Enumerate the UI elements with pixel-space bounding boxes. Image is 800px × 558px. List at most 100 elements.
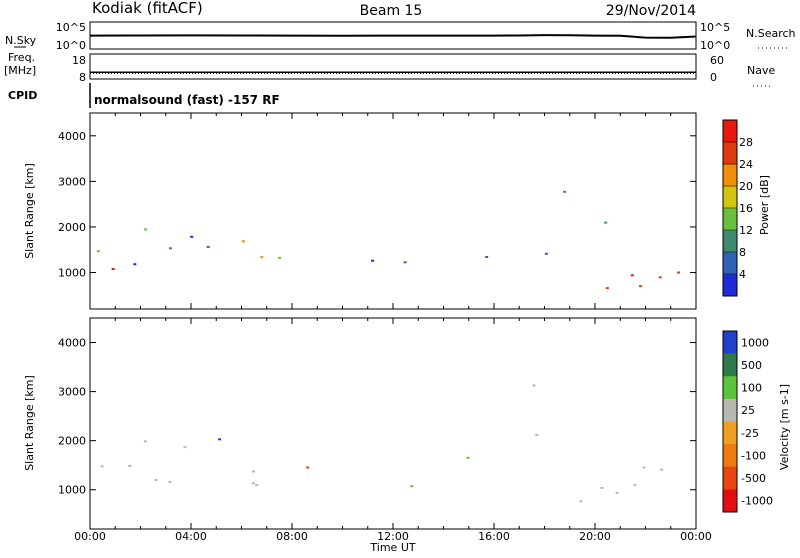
freq-frame [89,53,697,80]
noise-ytick-bottom-left: 10^0 [56,39,86,52]
noise-ytick-top-left: 10^5 [56,21,86,34]
power-colorbar-swatch [723,186,737,209]
time-tick-label: 00:00 [680,530,712,543]
velocity-colorbar-label: -1000 [741,495,773,508]
velocity-colorbar-swatch [723,376,737,400]
power-colorbar-swatch [723,164,737,187]
cpid-text: normalsound (fast) -157 RF [94,93,280,107]
power-frame [89,112,697,310]
power-axes: 1000 2000 3000 4000 [58,113,697,309]
velocity-colorbar-label: 100 [741,382,762,395]
power-ytick-label: 4000 [58,130,86,143]
velocity-colorbar-swatch [723,353,737,377]
freq-ytick-bottom: 8 [79,71,86,84]
noise-ytick-top-right: 10^5 [700,21,730,34]
freq-label-2: [MHz] [4,64,36,77]
power-colorbar-label: 20 [739,180,753,193]
velocity-panel: 1000 2000 3000 4000 Slant Range [km] 1000 50… [23,317,791,554]
velocity-ytick-label: 4000 [58,337,86,350]
velocity-colorbar-label: 25 [741,404,755,417]
velocity-colorbar-frame [722,330,738,513]
scatter-cell [677,271,680,274]
velocity-colorbar-label: 1000 [741,336,769,349]
scatter-cell [633,483,637,486]
power-colorbar-swatch [723,230,737,253]
scatter-cell [642,466,646,469]
power-colorbar-label: 28 [739,136,753,149]
time-tick-label: 00:00 [74,530,106,543]
time-tick-label: 12:00 [377,530,409,543]
nave-ytick-bottom: 0 [710,71,717,84]
noise-lines [89,34,697,39]
scatter-cell [278,256,282,259]
nsky-label: N.Sky [5,34,37,47]
scatter-cell [133,263,137,266]
power-colorbar-label: 16 [739,202,753,215]
time-tick-label: 04:00 [175,530,207,543]
power-colorbar-label: 8 [739,246,746,259]
velocity-colorbar-swatch [723,489,737,513]
scatter-cell [144,228,148,231]
scatter-cell [251,482,255,485]
nave-ytick-top: 60 [710,54,724,67]
scatter-cell [615,491,619,494]
velocity-ytick-label: 2000 [58,435,86,448]
scatter-cell [532,384,536,387]
power-ytick-label: 2000 [58,221,86,234]
velocity-ytick-label: 3000 [58,386,86,399]
scatter-cell [630,274,634,277]
freq-ytick-top: 18 [72,54,86,67]
power-colorbar-swatch [723,120,737,143]
velocity-colorbar-label: Velocity [m s-1] [778,384,791,470]
scatter-cell [252,470,255,473]
time-tick-label: 20:00 [579,530,611,543]
power-colorbar-label: 4 [739,268,746,281]
freq-lines [90,71,696,74]
scatter-cell [605,287,609,290]
velocity-frame [89,317,697,530]
nsky-series-line [89,34,697,39]
velocity-colorbar-swatch [723,398,737,422]
scatter-cell [579,500,583,503]
scatter-cell [206,245,210,248]
scatter-cell [639,285,642,288]
cpid-label: CPID [8,89,37,102]
power-colorbar-swatch [723,252,737,275]
power-colorbar-label: 12 [739,224,753,237]
power-colorbar-swatch [723,208,737,231]
scatter-cell [485,256,489,258]
velocity-ytick-label: 1000 [58,484,86,497]
power-ylabel: Slant Range [km] [23,163,36,259]
power-colorbar-swatch [723,142,737,165]
velocity-colorbar-label: 500 [741,359,762,372]
scatter-cell [563,190,567,193]
scatter-cell [183,446,187,449]
power-blobs [96,190,680,290]
velocity-colorbar-label: -500 [741,472,766,485]
noise-panel: N.Sky 10^5 10^0 10^5 10^0 N.Search [5,21,796,52]
power-colorbar-label: Power [dB] [758,175,771,235]
scatter-cell [169,247,172,250]
scatter-cell [403,261,407,264]
scatter-cell [260,256,264,259]
scatter-cell [100,465,104,468]
time-axis-label: Time UT [369,541,415,554]
velocity-colorbar: 1000 500 100 25 -25 -100 -500 -1000 [722,330,773,513]
time-tick-label: 16:00 [478,530,510,543]
scatter-cell [660,468,664,471]
power-panel: 1000 2000 3000 4000 Slant Range [km] 4 8 12 16… [23,112,771,310]
velocity-colorbar-swatch [723,421,737,445]
nave-label: Nave [747,64,775,77]
velocity-blobs [100,384,664,503]
time-tick-label: 08:00 [276,530,308,543]
scatter-cell [241,240,245,243]
scatter-cell [600,486,604,489]
scatter-cell [535,433,539,436]
scatter-cell [371,259,375,262]
power-ytick-label: 1000 [58,267,86,280]
velocity-colorbar-swatch [723,444,737,468]
scatter-cell [604,221,608,224]
scatter-cell [143,440,147,443]
power-colorbar: 4 8 12 16 20 24 28 [722,119,753,297]
